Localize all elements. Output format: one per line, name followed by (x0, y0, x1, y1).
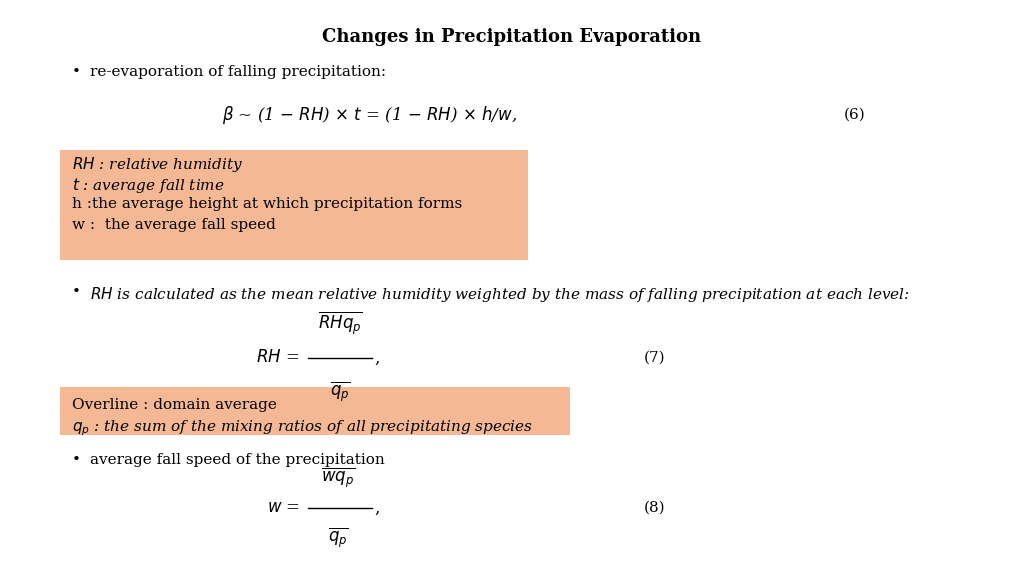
Text: •: • (72, 285, 81, 299)
Text: •: • (72, 453, 81, 467)
FancyBboxPatch shape (60, 387, 570, 435)
Text: $w$ =: $w$ = (267, 499, 300, 517)
Text: $t$ : average fall time: $t$ : average fall time (72, 176, 224, 195)
Text: (7): (7) (644, 351, 666, 365)
Text: (8): (8) (644, 501, 666, 515)
Text: re-evaporation of falling precipitation:: re-evaporation of falling precipitation: (90, 65, 386, 79)
Text: •: • (72, 65, 81, 79)
FancyBboxPatch shape (60, 150, 528, 260)
Text: $RH$ : relative humidity: $RH$ : relative humidity (72, 155, 243, 174)
Text: $\beta$ ~ (1 $-$ $RH$) $\times$ $t$ = (1 $-$ $RH$) $\times$ $h$/$w$,: $\beta$ ~ (1 $-$ $RH$) $\times$ $t$ = (1… (222, 104, 517, 126)
Text: Overline : domain average: Overline : domain average (72, 398, 276, 412)
Text: $\overline{wq_p}$: $\overline{wq_p}$ (321, 466, 355, 490)
Text: h :the average height at which precipitation forms: h :the average height at which precipita… (72, 197, 462, 211)
Text: Changes in Precipitation Evaporation: Changes in Precipitation Evaporation (323, 28, 701, 46)
Text: $RH$ is calculated as the mean relative humidity weighted by the mass of falling: $RH$ is calculated as the mean relative … (90, 285, 910, 304)
Text: (6): (6) (844, 108, 866, 122)
Text: $\overline{q_p}$: $\overline{q_p}$ (330, 380, 350, 404)
Text: $\overline{RHq_p}$: $\overline{RHq_p}$ (317, 310, 362, 337)
Text: ,: , (374, 499, 379, 517)
Text: ,: , (374, 350, 379, 366)
Text: $q_p$ : the sum of the mixing ratios of all precipitating species: $q_p$ : the sum of the mixing ratios of … (72, 418, 534, 438)
Text: $\overline{q_p}$: $\overline{q_p}$ (328, 526, 348, 550)
Text: average fall speed of the precipitation: average fall speed of the precipitation (90, 453, 385, 467)
Text: $RH$ =: $RH$ = (256, 350, 300, 366)
Text: w :  the average fall speed: w : the average fall speed (72, 218, 275, 232)
